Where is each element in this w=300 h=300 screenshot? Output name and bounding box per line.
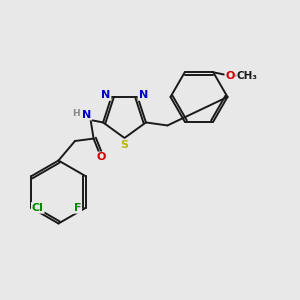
Text: H: H: [72, 109, 80, 118]
Text: CH₃: CH₃: [237, 71, 258, 81]
Text: N: N: [82, 110, 91, 120]
Text: O: O: [96, 152, 106, 163]
Text: O: O: [225, 71, 235, 81]
Text: S: S: [121, 140, 128, 150]
Text: N: N: [101, 90, 110, 100]
Text: F: F: [74, 203, 81, 213]
Text: Cl: Cl: [32, 203, 44, 213]
Text: N: N: [139, 90, 148, 100]
